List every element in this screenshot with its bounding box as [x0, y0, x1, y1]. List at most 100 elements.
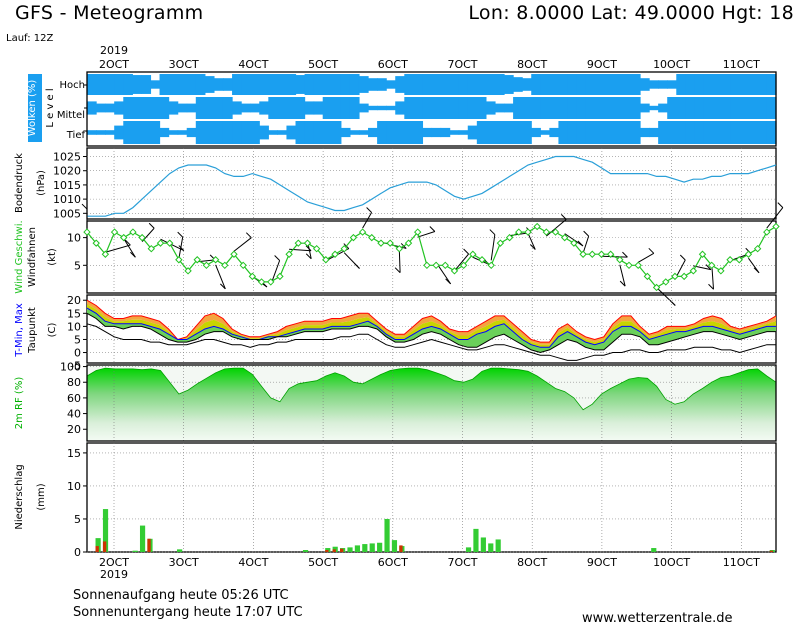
- cloud-cell: [377, 78, 387, 91]
- cloud-cell: [730, 74, 741, 95]
- date-label-bottom: 4OCT: [238, 556, 268, 569]
- cloud-cell: [395, 101, 405, 115]
- cloud-cell: [522, 121, 532, 144]
- date-label-bottom: 7OCT: [447, 556, 477, 569]
- pressure-series-line: [87, 155, 777, 217]
- cloud-cell: [549, 97, 560, 119]
- wind-speed-point: [772, 222, 780, 231]
- temperature-tick-label: 10: [67, 320, 81, 333]
- cloud-cell: [96, 130, 106, 135]
- cloud-cell: [504, 103, 514, 113]
- cloud-cell: [585, 74, 596, 95]
- cloud-cell: [358, 130, 369, 135]
- precip-bar: [362, 544, 368, 552]
- cloud-cell: [213, 78, 224, 91]
- cloud-cell: [658, 103, 668, 113]
- cloud-label-box: [28, 74, 42, 142]
- cloud-cell: [222, 78, 233, 91]
- cloud-cell: [313, 74, 324, 95]
- cloud-cell: [522, 97, 532, 119]
- cloud-cell: [349, 74, 360, 95]
- wind-speed-point: [404, 239, 413, 247]
- cloud-cell: [87, 74, 97, 95]
- wind-speed-point: [597, 250, 606, 258]
- wind-speed-point: [239, 261, 247, 270]
- precip-rain-bar: [340, 548, 344, 552]
- cloud-cell: [404, 121, 414, 144]
- date-label-top: 8OCT: [517, 58, 547, 71]
- cloud-cell: [322, 97, 333, 119]
- humidity-axis-label: 2m RF (%): [14, 377, 25, 430]
- cloud-cell: [531, 127, 541, 138]
- meteogram-title: GFS - Meteogramm: [15, 2, 204, 24]
- wind-speed-axis-label: Wind Geschwi.: [14, 220, 25, 293]
- cloud-cell: [440, 74, 451, 95]
- cloud-cell: [250, 103, 260, 113]
- cloud-cell: [667, 80, 677, 89]
- cloud-cell: [222, 97, 233, 119]
- cloud-cell: [440, 97, 451, 119]
- wind-speed-point: [423, 261, 431, 270]
- cloud-cell: [123, 97, 133, 119]
- pressure-axis-label: Bodendruck: [14, 153, 25, 213]
- humidity-tick-label: 40: [67, 408, 81, 421]
- precip-bar: [391, 540, 398, 552]
- cloud-cell: [304, 121, 315, 144]
- cloud-axis-label: Wolken (%): [27, 80, 38, 137]
- wind-speed-point: [331, 250, 339, 258]
- precip-bar: [132, 550, 138, 552]
- cloud-cell: [712, 121, 723, 144]
- cloud-cell: [322, 121, 333, 144]
- wind-speed-point: [221, 261, 229, 270]
- wind-barb: [362, 212, 373, 229]
- precip-bar: [139, 525, 146, 552]
- temperature-tick-label: 0: [74, 347, 81, 360]
- wind-speed-point: [560, 233, 569, 242]
- cloud-cell: [114, 125, 124, 140]
- date-label-top: 3OCT: [169, 58, 199, 71]
- wind-speed-point: [138, 233, 146, 242]
- cloud-cell: [766, 121, 777, 144]
- date-label-bottom: 9OCT: [587, 556, 617, 569]
- wind-speed-point: [698, 250, 707, 258]
- temperature-tick-label: -5: [70, 360, 81, 373]
- wind-barb: [619, 264, 626, 287]
- cloud-cell: [195, 74, 206, 95]
- wind-barb: [490, 234, 496, 261]
- cloud-cell: [485, 101, 496, 115]
- cloud-cell: [449, 97, 460, 119]
- wind-barb: [105, 244, 131, 253]
- cloud-cell: [603, 74, 614, 95]
- cloud-cell: [612, 74, 623, 95]
- humidity-panel-frame: [86, 364, 777, 442]
- cloud-cell: [621, 97, 632, 119]
- cloud-cell: [476, 121, 487, 144]
- cloud-cell: [250, 121, 260, 144]
- cloud-cell: [87, 101, 97, 115]
- precip-bar: [302, 550, 309, 552]
- cloud-cell: [349, 97, 360, 119]
- wind-speed-point: [340, 244, 348, 253]
- cloud-cell: [286, 125, 297, 140]
- website-link[interactable]: www.wetterzentrale.de: [582, 611, 733, 626]
- cloud-cell: [458, 130, 469, 135]
- cloud-cell: [213, 121, 224, 144]
- cloud-cell: [576, 97, 587, 119]
- date-label-bottom: 8OCT: [517, 556, 547, 569]
- cloud-cell: [241, 103, 251, 113]
- wind-barb-feather: [445, 278, 451, 285]
- wind-speed-point: [129, 228, 137, 236]
- cloud-cell: [150, 121, 161, 144]
- model-run-label: Lauf: 12Z: [6, 33, 54, 44]
- precip-bar: [495, 539, 501, 552]
- wind-barb-feather: [245, 232, 252, 239]
- cloud-cell: [513, 77, 523, 92]
- cloud-cell: [232, 101, 242, 115]
- precip-bar: [347, 547, 353, 552]
- wind-barb-feather: [177, 231, 184, 238]
- wind-speed-point: [156, 239, 165, 247]
- precip-bar: [480, 537, 486, 552]
- wind-barb-feather: [354, 263, 360, 269]
- wind-speed-point: [101, 250, 110, 258]
- cloud-cell: [449, 130, 460, 135]
